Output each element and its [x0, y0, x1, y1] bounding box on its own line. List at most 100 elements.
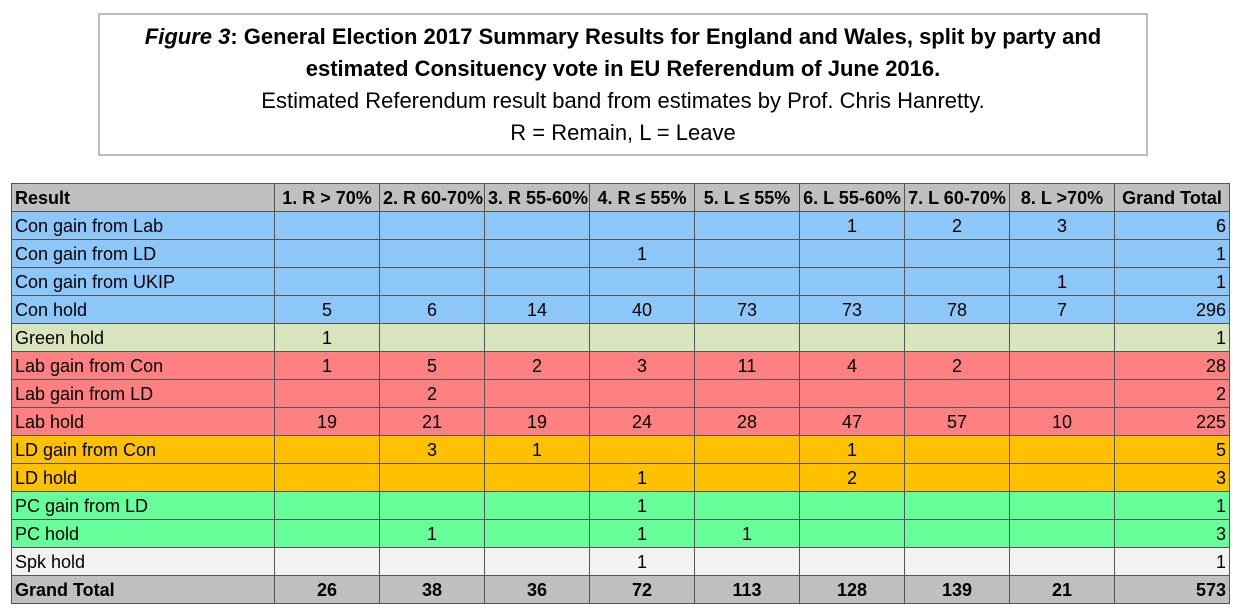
table-footer: Grand Total 26 38 36 72 113 128 139 21 573 — [11, 575, 1230, 604]
column-header-band: 1. R > 70% — [274, 183, 380, 212]
value-cell — [379, 463, 485, 492]
caption-title-line2: estimated Consituency vote in EU Referen… — [305, 56, 941, 81]
value-cell — [799, 519, 905, 548]
row-total-cell: 225 — [1114, 407, 1230, 436]
column-total-cell: 113 — [694, 575, 800, 604]
value-cell — [694, 463, 800, 492]
row-total-cell: 28 — [1114, 351, 1230, 380]
value-cell: 1 — [274, 323, 380, 352]
column-header-band: 8. L >70% — [1009, 183, 1115, 212]
value-cell: 4 — [799, 351, 905, 380]
table-body: Con gain from Lab 1 2 3 6 Con gain from LD 1 1 C… — [11, 211, 1230, 576]
value-cell — [484, 491, 590, 520]
value-cell: 3 — [1009, 211, 1115, 240]
value-cell: 73 — [799, 295, 905, 324]
table-row: PC gain from LD 1 1 — [11, 491, 1230, 520]
table-row: Con gain from LD 1 1 — [11, 239, 1230, 268]
row-total-cell: 1 — [1114, 547, 1230, 576]
value-cell — [904, 547, 1010, 576]
value-cell — [484, 267, 590, 296]
column-total-cell: 128 — [799, 575, 905, 604]
caption-subtitle: Estimated Referendum result band from es… — [261, 88, 985, 113]
column-header-band: 3. R 55-60% — [484, 183, 590, 212]
value-cell — [1009, 435, 1115, 464]
value-cell — [274, 379, 380, 408]
value-cell — [484, 379, 590, 408]
overall-total-cell: 573 — [1114, 575, 1230, 604]
value-cell — [1009, 239, 1115, 268]
column-header-band: 7. L 60-70% — [904, 183, 1010, 212]
value-cell: 6 — [379, 295, 485, 324]
value-cell — [589, 211, 695, 240]
row-total-cell: 2 — [1114, 379, 1230, 408]
column-total-cell: 21 — [1009, 575, 1115, 604]
value-cell — [1009, 547, 1115, 576]
value-cell — [694, 239, 800, 268]
column-header-grand-total: Grand Total — [1114, 183, 1230, 212]
value-cell: 3 — [379, 435, 485, 464]
value-cell — [1009, 519, 1115, 548]
value-cell: 7 — [1009, 295, 1115, 324]
value-cell — [274, 519, 380, 548]
table-row: Spk hold 1 1 — [11, 547, 1230, 576]
value-cell — [484, 211, 590, 240]
value-cell — [1009, 351, 1115, 380]
value-cell — [274, 435, 380, 464]
grand-total-label: Grand Total — [11, 575, 275, 604]
value-cell — [484, 463, 590, 492]
row-total-cell: 3 — [1114, 463, 1230, 492]
row-label: Con gain from LD — [11, 239, 275, 268]
row-total-cell: 3 — [1114, 519, 1230, 548]
value-cell — [1009, 379, 1115, 408]
value-cell — [904, 239, 1010, 268]
value-cell — [799, 547, 905, 576]
row-total-cell: 296 — [1114, 295, 1230, 324]
value-cell — [379, 491, 485, 520]
value-cell — [1009, 463, 1115, 492]
figure-caption: Figure 3: General Election 2017 Summary … — [98, 13, 1148, 156]
table-row: LD gain from Con 3 1 1 5 — [11, 435, 1230, 464]
value-cell: 28 — [694, 407, 800, 436]
value-cell — [694, 379, 800, 408]
value-cell — [274, 547, 380, 576]
value-cell: 78 — [904, 295, 1010, 324]
value-cell — [799, 491, 905, 520]
value-cell — [799, 267, 905, 296]
value-cell: 14 — [484, 295, 590, 324]
value-cell: 1 — [694, 519, 800, 548]
value-cell — [694, 491, 800, 520]
row-total-cell: 5 — [1114, 435, 1230, 464]
value-cell — [589, 267, 695, 296]
value-cell: 2 — [904, 211, 1010, 240]
row-label: Spk hold — [11, 547, 275, 576]
grand-total-row: Grand Total 26 38 36 72 113 128 139 21 573 — [11, 575, 1230, 604]
value-cell — [379, 547, 485, 576]
value-cell: 3 — [589, 351, 695, 380]
value-cell — [904, 323, 1010, 352]
value-cell: 40 — [589, 295, 695, 324]
value-cell — [484, 519, 590, 548]
caption-title-line1: Figure 3: General Election 2017 Summary … — [100, 21, 1146, 53]
value-cell — [379, 239, 485, 268]
value-cell: 1 — [589, 463, 695, 492]
value-cell: 21 — [379, 407, 485, 436]
row-label: Con gain from UKIP — [11, 267, 275, 296]
value-cell — [274, 211, 380, 240]
column-header-band: 5. L ≤ 55% — [694, 183, 800, 212]
value-cell: 1 — [589, 519, 695, 548]
value-cell — [799, 379, 905, 408]
value-cell — [904, 267, 1010, 296]
column-total-cell: 26 — [274, 575, 380, 604]
row-total-cell: 1 — [1114, 267, 1230, 296]
table-header: Result 1. R > 70% 2. R 60-70% 3. R 55-60% 4.… — [11, 183, 1230, 212]
value-cell: 1 — [589, 547, 695, 576]
value-cell — [694, 547, 800, 576]
value-cell — [799, 323, 905, 352]
value-cell — [694, 211, 800, 240]
column-header-result: Result — [11, 183, 275, 212]
row-label: Green hold — [11, 323, 275, 352]
value-cell: 19 — [484, 407, 590, 436]
figure-label: Figure 3 — [144, 24, 231, 49]
value-cell — [379, 211, 485, 240]
value-cell: 10 — [1009, 407, 1115, 436]
